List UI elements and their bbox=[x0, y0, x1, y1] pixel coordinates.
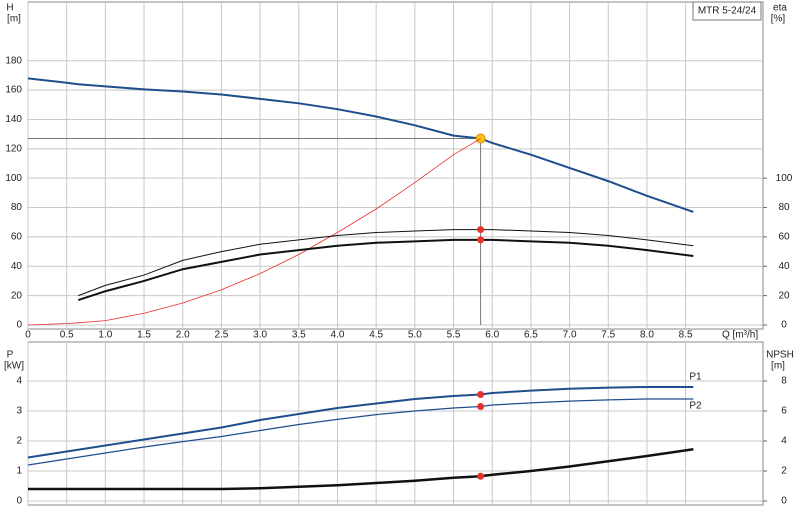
series-line bbox=[27, 398, 694, 466]
x-tick-label: 5.5 bbox=[447, 330, 461, 341]
y2-axis-label: eta bbox=[773, 3, 787, 14]
y-axis-label: P bbox=[7, 350, 14, 361]
y2-tick-label: 8 bbox=[781, 376, 787, 387]
y-tick-label: 0 bbox=[16, 320, 22, 331]
plot-frame bbox=[27, 341, 764, 506]
y-tick-label: 3 bbox=[16, 406, 22, 417]
y-tick-label: 120 bbox=[5, 143, 22, 154]
y2-tick-label: 80 bbox=[778, 202, 790, 213]
y2-axis-unit: [m] bbox=[771, 361, 785, 372]
y2-tick-label: 40 bbox=[778, 261, 790, 272]
y2-tick-label: 0 bbox=[781, 320, 787, 331]
x-tick-label: 3.5 bbox=[292, 330, 306, 341]
y2-tick-label: 6 bbox=[781, 406, 787, 417]
y-axis-label: H bbox=[6, 3, 13, 14]
annotation: MTR 5-24/24 bbox=[698, 6, 757, 17]
y2-tick-label: 4 bbox=[781, 436, 787, 447]
y-tick-label: 20 bbox=[11, 290, 23, 301]
x-tick-label: 2.0 bbox=[176, 330, 190, 341]
series-line bbox=[27, 77, 694, 213]
y-tick-label: 40 bbox=[11, 261, 23, 272]
operating-point bbox=[477, 226, 485, 234]
x-tick-label: 8.0 bbox=[640, 330, 654, 341]
y-tick-label: 1 bbox=[16, 466, 22, 477]
y2-tick-label: 100 bbox=[776, 173, 793, 184]
x-tick-label: 0.5 bbox=[60, 330, 74, 341]
y2-tick-label: 60 bbox=[778, 232, 790, 243]
y-tick-label: 180 bbox=[5, 55, 22, 66]
x-tick-label: 4.0 bbox=[331, 330, 345, 341]
y2-tick-label: 20 bbox=[778, 290, 790, 301]
operating-point bbox=[477, 472, 485, 480]
x-tick-label: 7.0 bbox=[563, 330, 577, 341]
x-tick-label: 5.0 bbox=[408, 330, 422, 341]
y-axis-unit: [kW] bbox=[4, 361, 24, 372]
series-line bbox=[27, 386, 694, 459]
x-tick-label: 6.5 bbox=[524, 330, 538, 341]
operating-point bbox=[477, 236, 485, 244]
operating-point bbox=[477, 391, 485, 398]
y-axis-unit: [m] bbox=[7, 14, 21, 25]
x-tick-label: 7.5 bbox=[601, 330, 615, 341]
y-tick-label: 0 bbox=[16, 496, 22, 507]
y2-axis-label: NPSH bbox=[766, 350, 794, 361]
x-axis-label: Q [m³/h] bbox=[722, 330, 758, 341]
operating-point bbox=[477, 403, 485, 410]
y2-tick-label: 0 bbox=[781, 496, 787, 507]
series-line bbox=[77, 238, 694, 301]
x-tick-label: 8.5 bbox=[679, 330, 693, 341]
x-tick-label: 1.5 bbox=[137, 330, 151, 341]
series-line bbox=[78, 229, 694, 297]
x-tick-label: 0 bbox=[25, 330, 31, 341]
y-tick-label: 80 bbox=[11, 202, 23, 213]
x-tick-label: 4.5 bbox=[369, 330, 383, 341]
y-tick-label: 160 bbox=[5, 85, 22, 96]
series-label: P1 bbox=[689, 372, 702, 383]
y2-axis-unit: [%] bbox=[771, 14, 786, 25]
series-line bbox=[28, 448, 694, 491]
plot-frame bbox=[27, 1, 764, 330]
y2-tick-label: 2 bbox=[781, 466, 787, 477]
x-tick-label: 6.0 bbox=[485, 330, 499, 341]
y-tick-label: 4 bbox=[16, 376, 22, 387]
y-tick-label: 140 bbox=[5, 114, 22, 125]
x-tick-label: 2.5 bbox=[214, 330, 228, 341]
y-tick-label: 100 bbox=[5, 173, 22, 184]
x-tick-label: 3.0 bbox=[253, 330, 267, 341]
y-tick-label: 2 bbox=[16, 436, 22, 447]
x-tick-label: 1.0 bbox=[98, 330, 112, 341]
series-line bbox=[27, 138, 481, 326]
y-tick-label: 60 bbox=[11, 232, 23, 243]
annotation-box bbox=[692, 1, 762, 21]
series-label: P2 bbox=[689, 401, 702, 412]
